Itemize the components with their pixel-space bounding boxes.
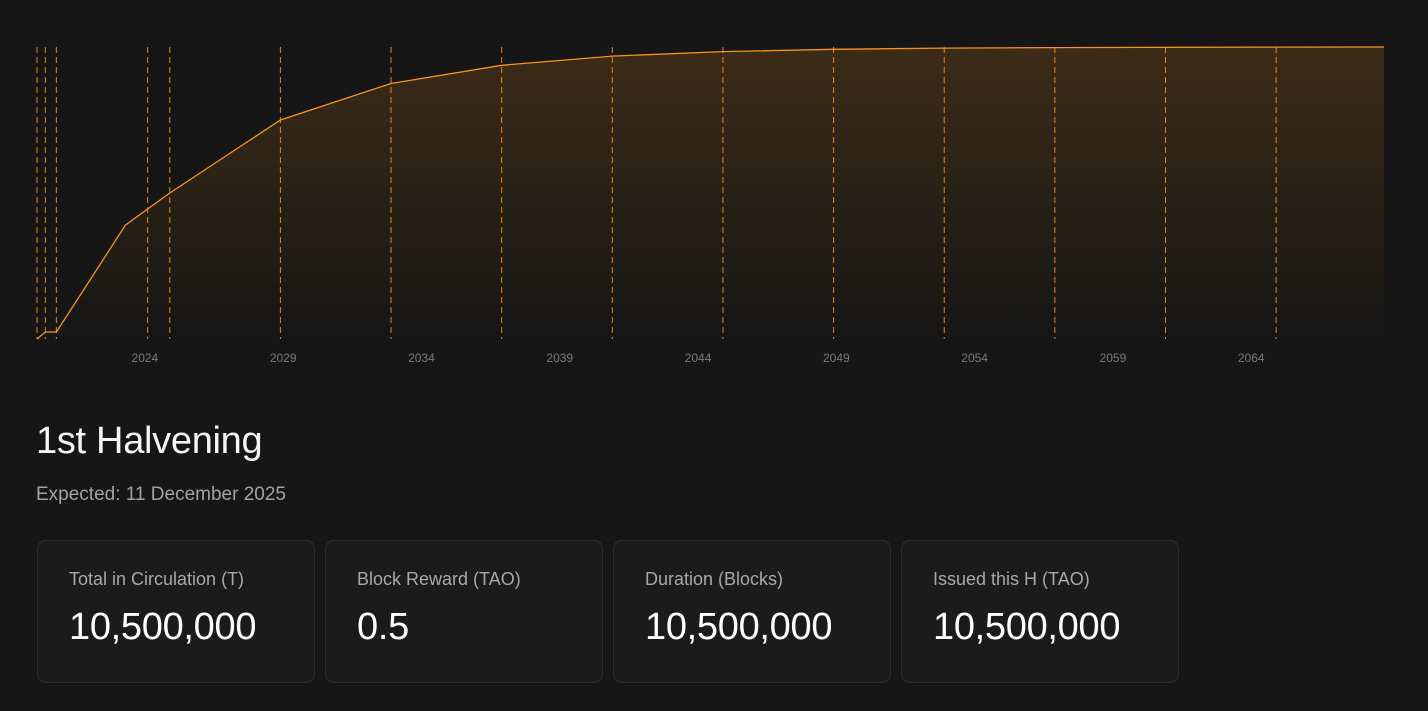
stat-card-block-reward: Block Reward (TAO) 0.5: [325, 540, 603, 683]
x-tick-label: 2049: [823, 351, 850, 365]
stat-label: Duration (Blocks): [645, 569, 784, 589]
stat-value: 0.5: [357, 606, 409, 648]
stat-cards: Total in Circulation (T) 10,500,000 Bloc…: [37, 540, 1179, 683]
stat-card-duration: Duration (Blocks) 10,500,000: [613, 540, 891, 683]
stat-value: 10,500,000: [645, 606, 833, 648]
stat-card-issued: Issued this H (TAO) 10,500,000: [901, 540, 1179, 683]
stat-label: Block Reward (TAO): [357, 569, 521, 589]
stat-label: Total in Circulation (T): [69, 569, 245, 589]
supply-area: [37, 47, 1384, 339]
supply-line[interactable]: [36, 46, 1385, 340]
x-tick-label: 2034: [408, 351, 435, 365]
stat-label: Issued this H (TAO): [933, 569, 1090, 589]
supply-chart[interactable]: 2024 2029 2034 2039 2044 2049 2054 2059 2064: [0, 0, 1428, 380]
x-tick-label: 2029: [270, 351, 297, 365]
x-tick-label: 2054: [961, 351, 988, 365]
stat-card-total-circulation: Total in Circulation (T) 10,500,000: [37, 540, 315, 683]
x-tick-label: 2044: [685, 351, 712, 365]
halvening-title: 1st Halvening: [36, 420, 263, 462]
x-axis: 2024 2029 2034 2039 2044 2049 2054 2059 2064: [132, 351, 1265, 365]
stat-value: 10,500,000: [69, 606, 257, 648]
x-tick-label: 2024: [132, 351, 159, 365]
x-tick-label: 2039: [546, 351, 573, 365]
supply-chart-svg[interactable]: 2024 2029 2034 2039 2044 2049 2054 2059 2064: [0, 0, 1428, 380]
stat-value: 10,500,000: [933, 606, 1121, 648]
x-tick-label: 2059: [1100, 351, 1127, 365]
x-tick-label: 2064: [1238, 351, 1265, 365]
halvening-expected-date: Expected: 11 December 2025: [36, 484, 286, 505]
